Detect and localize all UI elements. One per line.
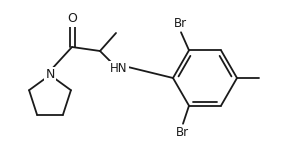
Text: N: N — [45, 69, 55, 82]
Text: HN: HN — [110, 62, 128, 75]
Text: Br: Br — [176, 126, 188, 139]
Text: O: O — [67, 13, 77, 26]
Text: Br: Br — [173, 17, 187, 30]
